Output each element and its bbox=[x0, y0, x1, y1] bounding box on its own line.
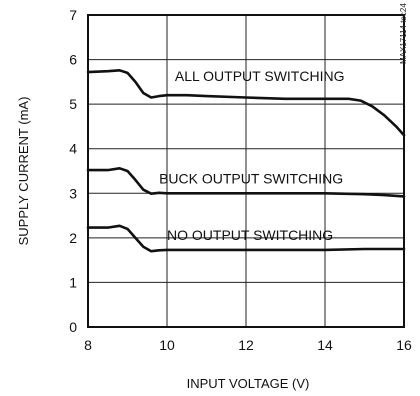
x-tick-label: 12 bbox=[238, 337, 254, 353]
y-tick-label: 6 bbox=[69, 52, 77, 68]
x-tick-label: 10 bbox=[159, 337, 175, 353]
y-tick-label: 7 bbox=[69, 7, 77, 23]
y-tick-label: 2 bbox=[69, 230, 77, 246]
series-annotation-1: BUCK OUTPUT SWITCHING bbox=[159, 170, 343, 186]
series-annotation-0: ALL OUTPUT SWITCHING bbox=[175, 68, 345, 84]
x-tick-label: 14 bbox=[317, 337, 333, 353]
y-tick-label: 0 bbox=[69, 319, 77, 335]
series-annotation-2: NO OUTPUT SWITCHING bbox=[167, 227, 333, 243]
series-line-1 bbox=[86, 167, 406, 198]
series-line-0 bbox=[86, 69, 406, 137]
y-tick-label: 5 bbox=[69, 96, 77, 112]
series-annotations: ALL OUTPUT SWITCHING BUCK OUTPUT SWITCHIN… bbox=[159, 68, 344, 243]
y-tick-label: 4 bbox=[69, 141, 77, 157]
x-tick-label: 16 bbox=[396, 337, 412, 353]
y-tick-label: 3 bbox=[69, 185, 77, 201]
y-axis-label: SUPPLY CURRENT (mA) bbox=[16, 97, 31, 246]
figure-tag: MAX17114 toc24 bbox=[399, 3, 408, 64]
y-tick-label: 1 bbox=[69, 274, 77, 290]
x-tick-label: 8 bbox=[84, 337, 92, 353]
series-line-2 bbox=[86, 224, 406, 253]
x-axis-label: INPUT VOLTAGE (V) bbox=[187, 376, 310, 391]
series-lines bbox=[86, 69, 406, 253]
